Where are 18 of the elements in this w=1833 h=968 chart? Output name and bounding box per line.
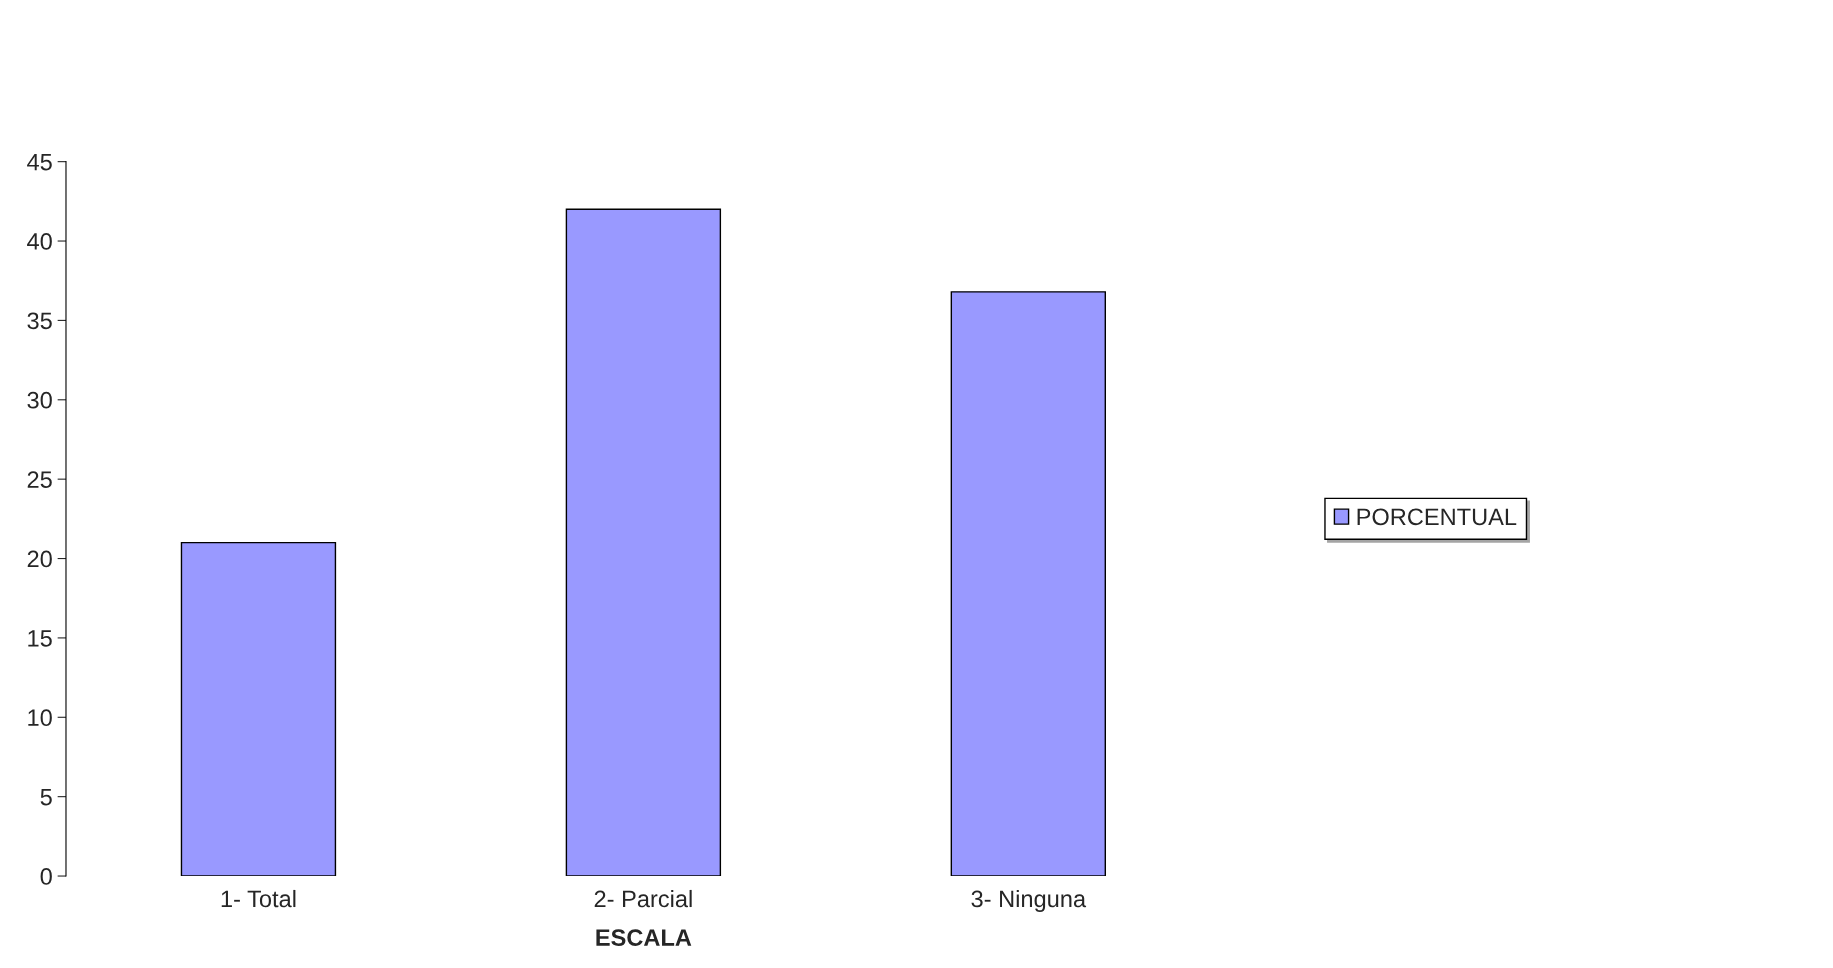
x-tick-label: 1- Total <box>221 889 296 908</box>
y-tick-label: 0 <box>40 868 52 885</box>
y-tick-label: 35 <box>27 312 52 330</box>
y-tick-label: 25 <box>27 471 52 488</box>
y-tick-label: 5 <box>40 788 52 806</box>
y-tick-label: 20 <box>27 550 52 568</box>
y-tick-label: 30 <box>27 391 52 409</box>
x-tick-label: 2- Parcial <box>594 889 692 908</box>
y-tick-label: 15 <box>28 630 52 647</box>
legend-label: PORCENTUAL <box>1357 508 1517 526</box>
x-tick-label: 3- Ninguna <box>971 889 1087 912</box>
y-tick-label: 45 <box>27 153 52 171</box>
bar <box>950 291 1106 877</box>
y-tick-label: 10 <box>28 709 52 727</box>
x-axis-title: ESCALA <box>596 929 692 946</box>
y-tick-label: 40 <box>27 233 52 250</box>
bar <box>180 541 337 877</box>
bar <box>565 208 722 877</box>
